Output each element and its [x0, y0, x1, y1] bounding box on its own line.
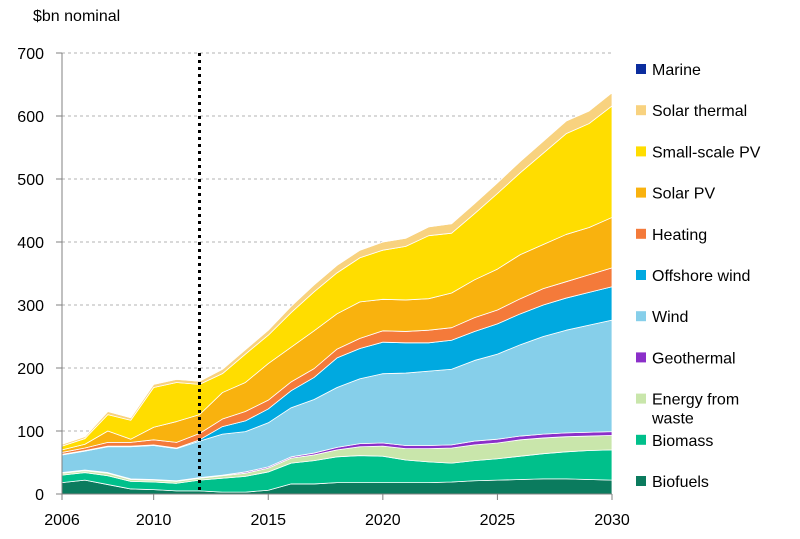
legend-label-biomass: Biomass: [652, 433, 713, 450]
legend-label-small-scale-pv: Small-scale PV: [652, 144, 761, 161]
legend-label-solar-thermal: Solar thermal: [652, 103, 747, 120]
unit-label: $bn nominal: [33, 8, 120, 25]
legend-label-energy-from-waste-line-2: waste: [651, 411, 694, 428]
legend-label-biofuels: Biofuels: [652, 474, 709, 491]
legend-swatch-offshore-wind: [636, 270, 646, 280]
legend-label-energy-from-waste-line-1: Energy from: [652, 392, 739, 409]
y-tick-label-100: 100: [17, 424, 44, 441]
legend-swatch-small-scale-pv: [636, 146, 646, 157]
legend-label-geothermal: Geothermal: [652, 350, 736, 367]
legend-swatch-biofuels: [636, 476, 646, 486]
legend-swatch-wind: [636, 311, 646, 322]
axes: 0 100 200 300 400 500 600 700 2006 2010 2015 2020 20…: [17, 46, 630, 529]
x-tick-label-2020: 2020: [365, 512, 401, 529]
legend-swatch-geothermal: [636, 352, 646, 363]
legend-swatch-marine: [636, 64, 646, 74]
legend-swatch-energy-from-waste: [636, 393, 646, 404]
y-tick-label-600: 600: [17, 109, 44, 126]
legend-label-heating: Heating: [652, 227, 707, 244]
y-tick-label-500: 500: [17, 172, 44, 189]
x-tick-label-2015: 2015: [250, 512, 286, 529]
y-tick-label-400: 400: [17, 235, 44, 252]
legend-swatch-solar-pv: [636, 187, 646, 198]
legend-label-marine: Marine: [652, 62, 701, 79]
legend-swatch-heating: [636, 228, 646, 239]
y-tick-label-300: 300: [17, 298, 44, 315]
legend: Marine Solar thermal Small-scale PV Solar P…: [636, 62, 761, 491]
x-tick-label-2030: 2030: [594, 512, 630, 529]
legend-label-offshore-wind: Offshore wind: [652, 268, 750, 285]
series-areas: [61, 92, 613, 495]
area-marine: [61, 92, 613, 445]
y-tick-label-700: 700: [17, 46, 44, 63]
legend-label-wind: Wind: [652, 309, 688, 326]
y-tick-label-0: 0: [35, 487, 44, 504]
x-tick-label-2025: 2025: [480, 512, 516, 529]
legend-swatch-solar-thermal: [636, 105, 646, 116]
legend-swatch-biomass: [636, 434, 646, 445]
x-tick-label-2010: 2010: [136, 512, 172, 529]
x-tick-label-2006: 2006: [44, 512, 80, 529]
legend-label-solar-pv: Solar PV: [652, 186, 715, 203]
y-tick-label-200: 200: [17, 361, 44, 378]
